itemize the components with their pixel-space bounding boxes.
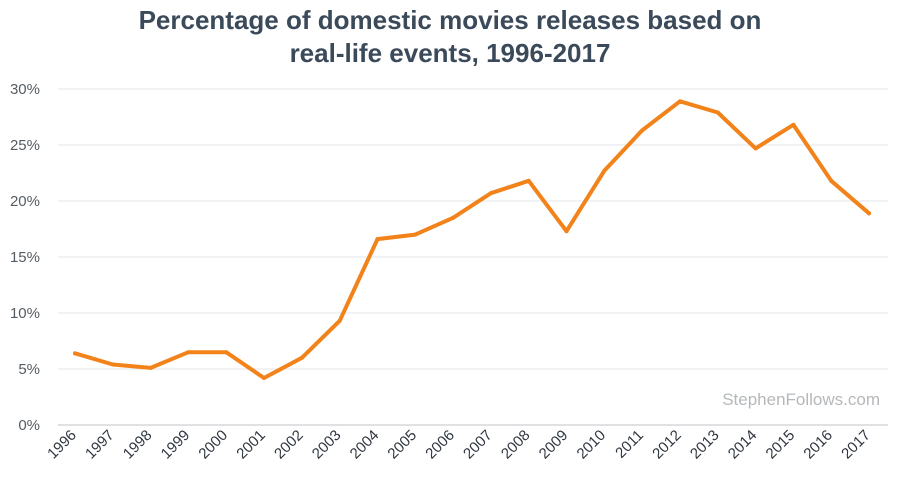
data-point xyxy=(110,362,115,367)
y-tick-label: 30% xyxy=(10,81,40,98)
data-point xyxy=(375,237,380,242)
chart-title: Percentage of domestic movies releases b… xyxy=(0,4,900,70)
data-point xyxy=(602,168,607,173)
x-tick-label: 2005 xyxy=(384,427,420,463)
chart-title-line-2: real-life events, 1996-2017 xyxy=(289,38,611,68)
y-tick-label: 15% xyxy=(10,249,40,266)
data-point xyxy=(526,178,531,183)
y-tick-label: 25% xyxy=(10,137,40,154)
data-point xyxy=(413,232,418,237)
x-tick-label: 2015 xyxy=(763,427,799,463)
x-tick-label: 2000 xyxy=(195,427,231,463)
y-axis: 0% 5% 10% 15% 20% 25% 30% xyxy=(10,81,40,434)
x-tick-label: 2006 xyxy=(422,427,458,463)
y-tick-label: 0% xyxy=(18,417,40,434)
data-point xyxy=(867,211,871,216)
data-point xyxy=(337,318,342,323)
watermark-text: StephenFollows.com xyxy=(722,390,880,409)
x-tick-label: 1998 xyxy=(120,427,156,463)
data-point xyxy=(829,178,834,183)
x-tick-label: 2008 xyxy=(498,427,534,463)
data-point xyxy=(262,375,267,380)
y-tick-label: 5% xyxy=(18,361,40,378)
x-tick-label: 2017 xyxy=(838,427,874,463)
data-point xyxy=(753,146,758,151)
x-tick-label: 2004 xyxy=(347,427,383,463)
x-tick-label: 1999 xyxy=(158,427,194,463)
x-axis: 1996 1997 1998 1999 2000 2001 2002 2003 2004 2005… xyxy=(44,427,874,463)
y-tick-label: 10% xyxy=(10,305,40,322)
gridlines xyxy=(58,88,888,426)
x-tick-label: 2013 xyxy=(687,427,723,463)
data-point xyxy=(488,191,493,196)
data-point xyxy=(451,215,456,220)
data-point xyxy=(299,355,304,360)
x-tick-label: 2012 xyxy=(649,427,685,463)
x-tick-label: 2011 xyxy=(612,427,647,462)
data-point xyxy=(791,122,796,127)
x-tick-label: 2016 xyxy=(800,427,836,463)
data-point xyxy=(224,350,229,355)
y-tick-label: 20% xyxy=(10,193,40,210)
series-line xyxy=(73,99,871,380)
data-point xyxy=(148,365,153,370)
chart-title-line-1: Percentage of domestic movies releases b… xyxy=(138,5,762,35)
data-point xyxy=(186,350,191,355)
data-point xyxy=(640,128,645,133)
x-tick-label: 2010 xyxy=(574,427,610,463)
x-tick-label: 1997 xyxy=(82,427,118,463)
plot-area xyxy=(73,99,871,380)
x-tick-label: 2009 xyxy=(536,427,572,463)
x-tick-label: 2003 xyxy=(309,427,345,463)
x-tick-label: 2001 xyxy=(233,427,269,463)
data-point xyxy=(677,99,682,104)
data-point xyxy=(715,110,720,115)
x-tick-label: 1996 xyxy=(44,427,80,463)
data-point xyxy=(564,229,569,234)
x-tick-label: 2007 xyxy=(460,427,496,463)
data-point xyxy=(73,351,77,356)
x-tick-label: 2002 xyxy=(271,427,307,463)
x-tick-label: 2014 xyxy=(725,427,761,463)
